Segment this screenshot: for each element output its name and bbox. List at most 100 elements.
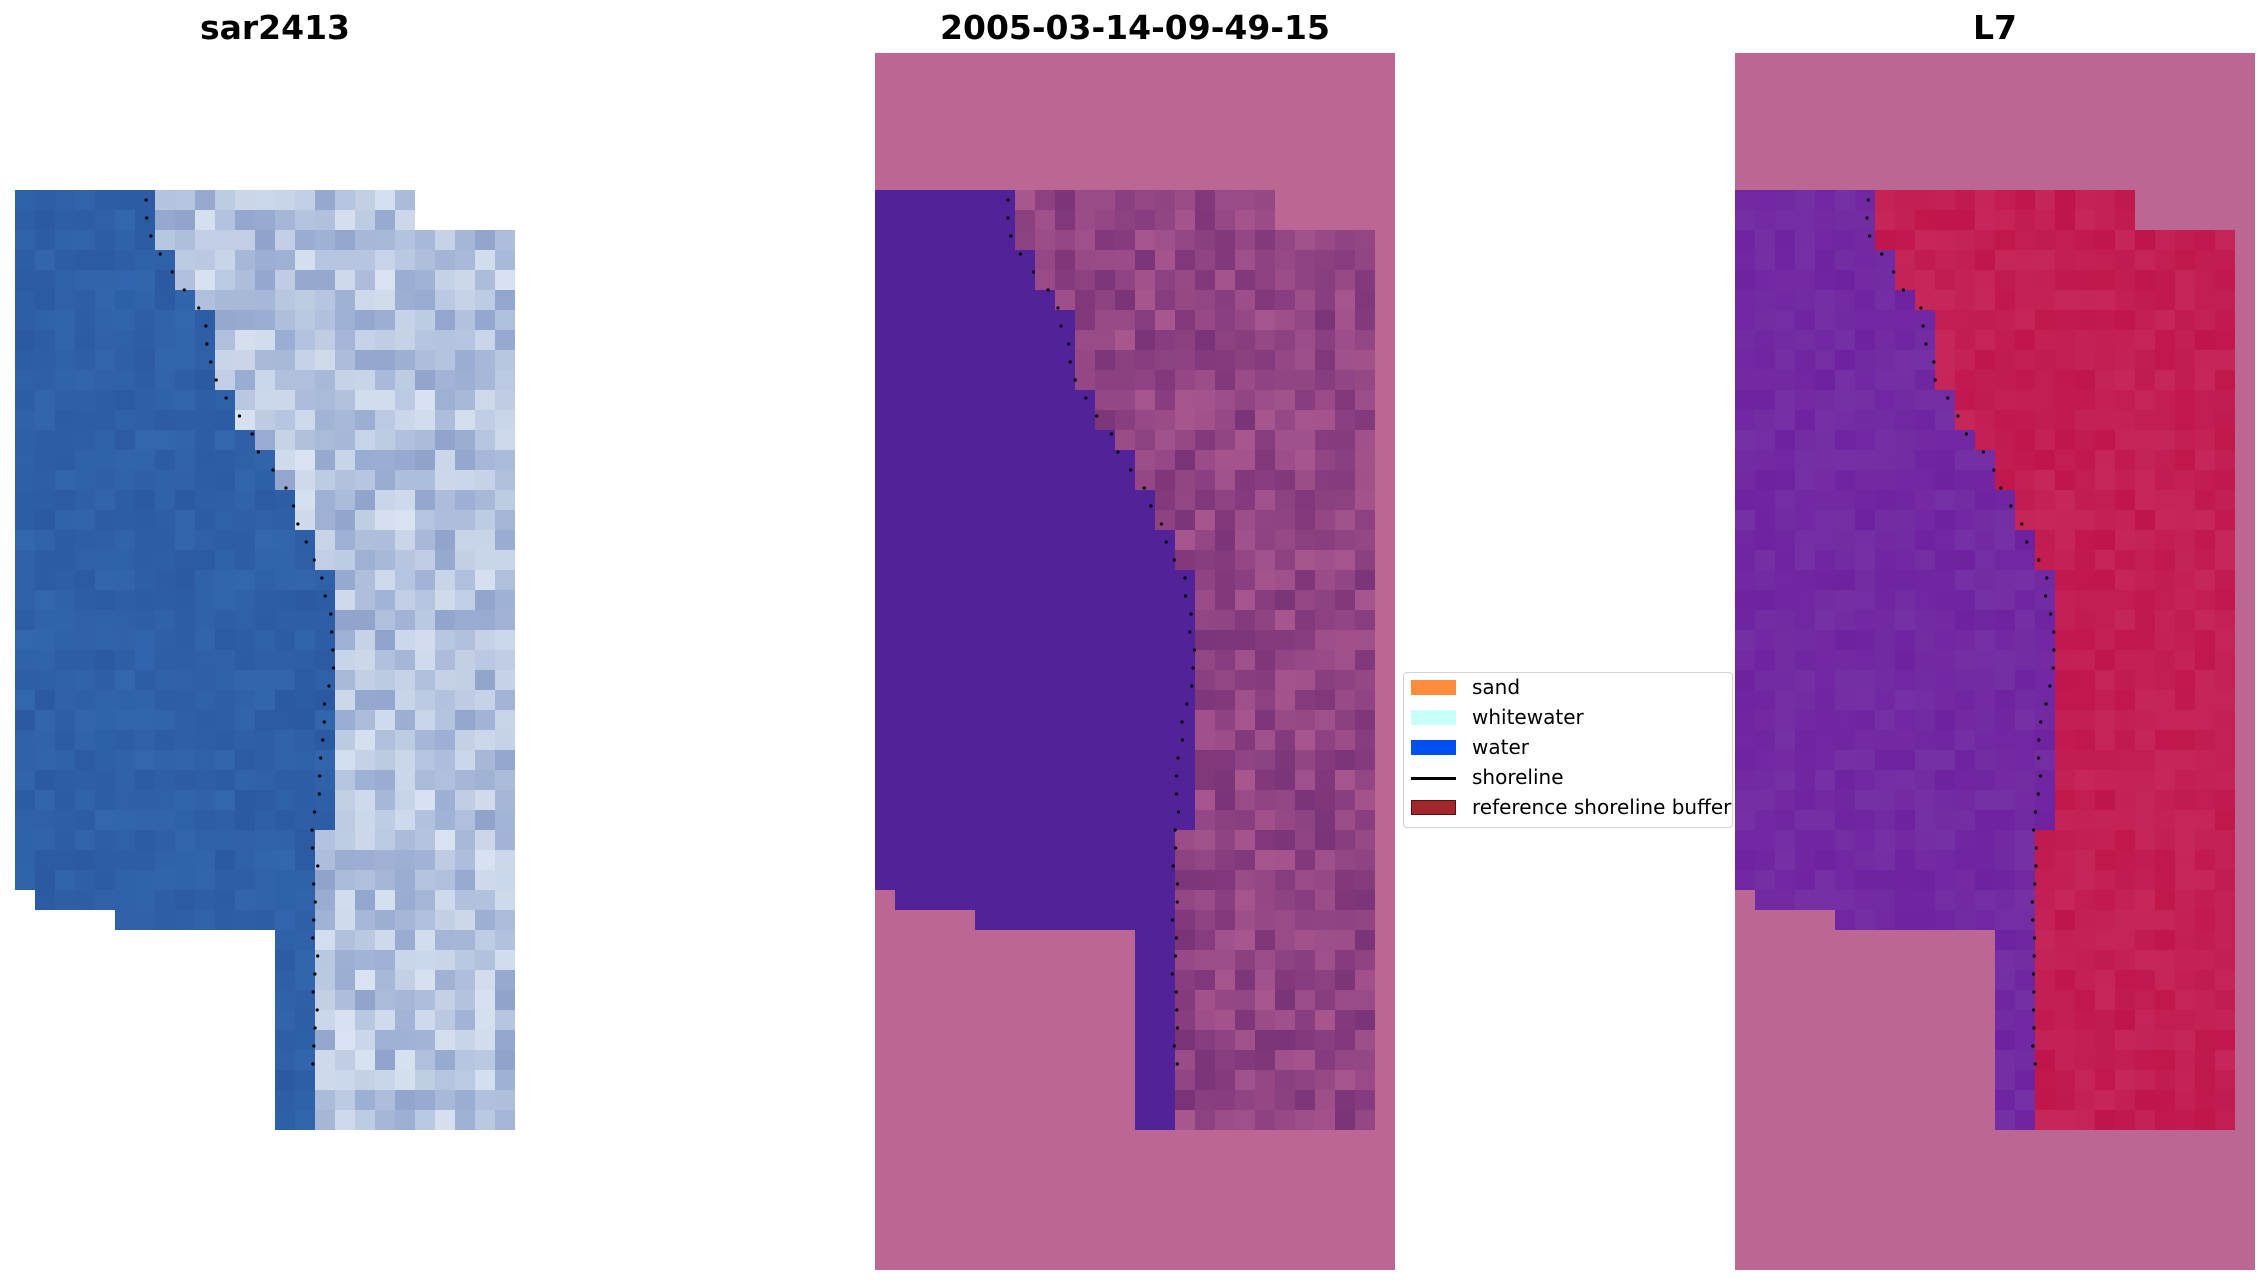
shoreline-point <box>209 360 213 364</box>
shoreline-point <box>1170 972 1174 976</box>
shoreline-point <box>144 198 148 202</box>
legend-swatch-reference-buffer <box>1411 800 1456 815</box>
shoreline-point <box>1176 756 1180 760</box>
shoreline-point <box>1018 252 1023 256</box>
shoreline-point <box>1183 594 1188 598</box>
shoreline-point <box>1164 540 1168 544</box>
shoreline-point <box>1159 522 1163 526</box>
shoreline-point <box>312 810 317 814</box>
shoreline-point <box>1176 810 1181 814</box>
shoreline-point <box>312 882 316 886</box>
shoreline-point <box>2045 576 2049 580</box>
shoreline-point <box>2037 738 2041 742</box>
shoreline-point <box>1142 486 1146 490</box>
shoreline-point <box>1171 864 1175 868</box>
shoreline-point <box>323 594 327 598</box>
shoreline-point <box>1185 702 1189 706</box>
shoreline-point <box>1129 468 1133 472</box>
shoreline-point <box>2032 990 2036 994</box>
shoreline-point <box>1183 576 1187 580</box>
shoreline-point <box>1046 288 1050 292</box>
shoreline-point <box>1865 216 1869 220</box>
shoreline-point <box>1933 378 1937 382</box>
shoreline-point <box>1175 1062 1179 1066</box>
shoreline-point <box>1009 234 1013 238</box>
shoreline-point <box>2009 504 2013 508</box>
shoreline-point <box>1175 1008 1179 1012</box>
shoreline-point <box>2032 1026 2036 1030</box>
shoreline-point <box>322 720 326 724</box>
shoreline-point <box>2052 648 2056 652</box>
shoreline-point <box>1868 234 1872 238</box>
shoreline-point <box>1932 360 1936 364</box>
shoreline-point <box>329 612 333 616</box>
shoreline-point <box>1175 900 1179 904</box>
shoreline-point <box>310 828 314 832</box>
shoreline-point <box>1175 1026 1179 1030</box>
shoreline-point <box>310 846 315 850</box>
shoreline-point <box>327 684 331 688</box>
shoreline-point <box>1188 630 1192 634</box>
shoreline-point <box>1180 738 1184 742</box>
shoreline-point <box>2038 774 2043 778</box>
shoreline-point <box>1149 504 1153 508</box>
shoreline-point <box>311 1062 315 1066</box>
shoreline-point <box>313 972 317 976</box>
shoreline-point <box>2043 594 2048 598</box>
panel-title-classified: 2005-03-14-09-49-15 <box>940 8 1330 47</box>
shoreline-point <box>2033 936 2037 940</box>
shoreline-point <box>322 702 327 706</box>
shoreline-point <box>321 738 325 742</box>
shoreline-point <box>204 324 208 328</box>
shoreline-point <box>291 504 296 508</box>
shoreline-point <box>2051 666 2055 670</box>
legend-swatch-whitewater <box>1411 710 1456 725</box>
shoreline-point <box>2030 900 2034 904</box>
shoreline-point <box>2033 882 2037 886</box>
shoreline-point <box>158 252 162 256</box>
shoreline-point <box>1174 990 1178 994</box>
shoreline-point <box>149 234 153 238</box>
shoreline-point <box>2033 810 2038 814</box>
shoreline-point <box>256 450 261 454</box>
classified-panel <box>875 53 1395 1270</box>
shoreline-point <box>2033 1062 2037 1066</box>
shoreline-point <box>1006 198 1010 202</box>
shoreline-point <box>1924 342 1928 346</box>
shoreline-point <box>1192 648 1197 652</box>
shoreline-point <box>2036 792 2040 796</box>
shoreline-point <box>145 216 149 220</box>
shoreline-point <box>1190 684 1194 688</box>
shoreline-point <box>311 990 315 994</box>
shoreline-point <box>1068 360 1072 364</box>
legend-label-whitewater: whitewater <box>1472 705 1584 729</box>
shoreline-point <box>214 378 218 382</box>
shoreline-point <box>1175 882 1179 886</box>
water-index-panel <box>1735 53 2255 1270</box>
shoreline-point <box>1073 378 1077 382</box>
legend-label-water: water <box>1472 735 1529 759</box>
panel-title-index: L7 <box>1973 8 2017 47</box>
shoreline-point <box>2031 1044 2035 1048</box>
shoreline-point <box>1173 954 1178 958</box>
legend-label-shoreline: shoreline <box>1472 765 1564 789</box>
shoreline-point <box>197 306 201 310</box>
shoreline-point <box>318 774 322 778</box>
shoreline-point <box>2031 972 2035 976</box>
shoreline-point <box>1174 774 1178 778</box>
shoreline-point <box>1191 666 1195 670</box>
shoreline-point <box>1172 558 1176 562</box>
shoreline-point <box>304 540 308 544</box>
shoreline-point <box>2048 684 2052 688</box>
shoreline-point <box>330 630 334 634</box>
shoreline-point <box>237 414 242 418</box>
shoreline-point <box>1880 252 1884 256</box>
shoreline-point <box>1964 432 1969 436</box>
shoreline-point <box>1173 828 1177 832</box>
shoreline-point <box>2031 828 2036 832</box>
shoreline-point <box>250 432 254 436</box>
shoreline-point <box>1174 936 1178 940</box>
shoreline-point <box>2039 720 2043 724</box>
shoreline-point <box>1999 486 2003 490</box>
shoreline-point <box>296 522 300 526</box>
